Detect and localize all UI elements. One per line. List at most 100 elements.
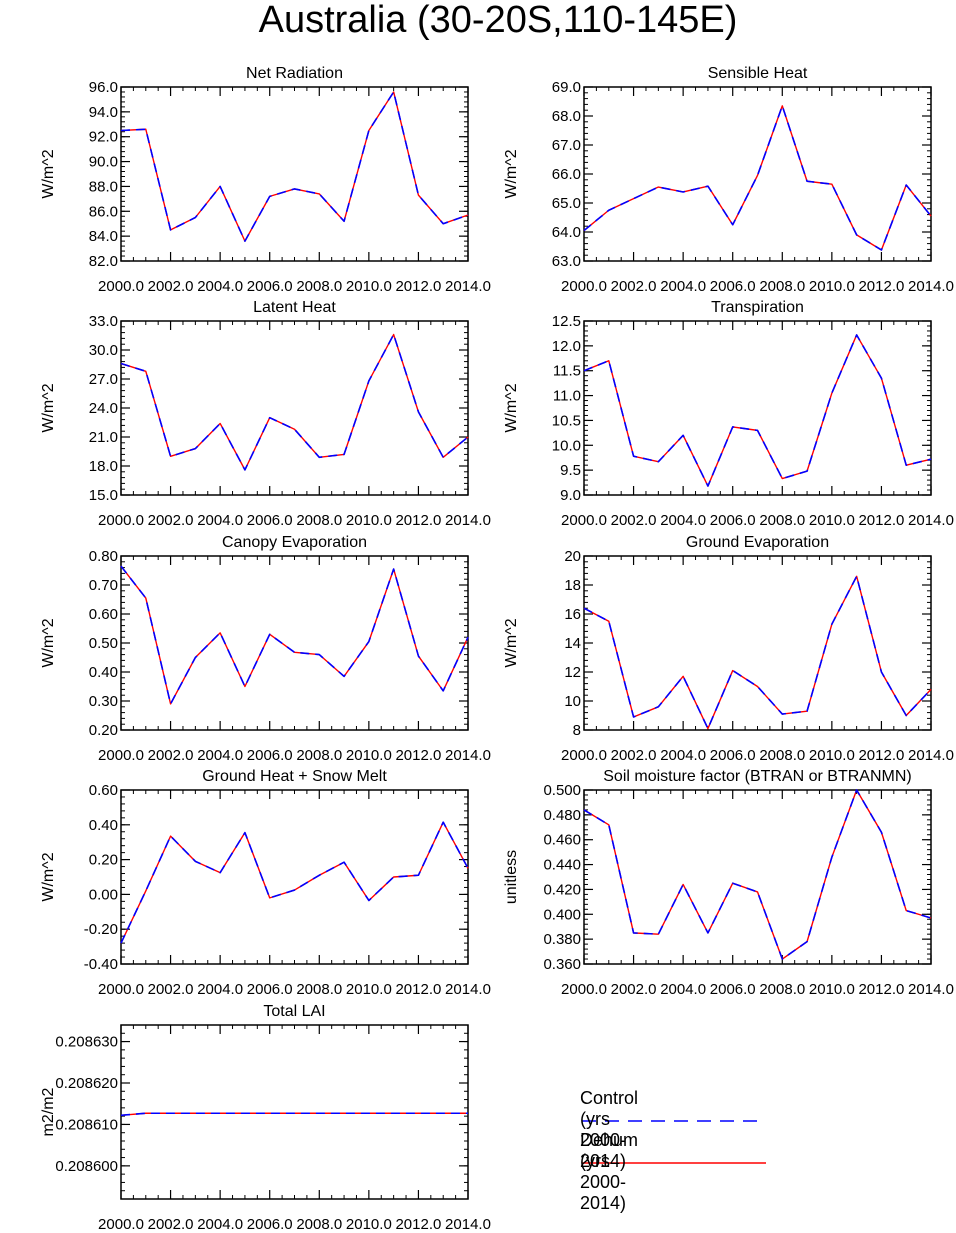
y-tick-label: 0.80	[89, 548, 118, 565]
chart-title: Soil moisture factor (BTRAN or BTRANMN)	[603, 768, 912, 785]
x-tick-label: 2012.0	[858, 747, 904, 764]
x-tick-label: 2008.0	[296, 981, 342, 998]
x-tick-label: 2008.0	[296, 1216, 342, 1233]
y-tick-label: 0.70	[89, 577, 118, 594]
chart-canopy-evaporation: Canopy Evaporation W/m^2 0.20 0.30 0.40 0.50 0…	[40, 534, 491, 764]
series-line-control	[583, 789, 932, 960]
plot-frame	[583, 789, 932, 965]
y-tick-label: 63.0	[552, 253, 581, 270]
x-tick-label: 2006.0	[247, 278, 293, 295]
x-tick-label: 2008.0	[296, 278, 342, 295]
x-tick-label: 2004.0	[660, 981, 706, 998]
y-tick-label: 0.40	[89, 664, 118, 681]
x-tick-label: 2014.0	[445, 512, 491, 529]
y-tick-label: 15.0	[89, 487, 118, 504]
x-tick-label: 2014.0	[445, 747, 491, 764]
x-tick-label: 2008.0	[759, 981, 805, 998]
x-tick-label: 2010.0	[809, 278, 855, 295]
x-tick-label: 2000.0	[561, 512, 607, 529]
chart-title: Latent Heat	[253, 299, 336, 316]
x-tick-label: 2008.0	[296, 512, 342, 529]
y-tick-label: 0.208600	[55, 1158, 118, 1175]
chart-title: Sensible Heat	[708, 65, 808, 82]
y-tick-label: 64.0	[552, 224, 581, 241]
x-tick-label: 2008.0	[759, 747, 805, 764]
x-tick-label: 2000.0	[98, 512, 144, 529]
y-tick-label: 0.20	[89, 852, 118, 869]
x-tick-label: 2014.0	[445, 981, 491, 998]
y-axis-label: W/m^2	[40, 852, 57, 901]
x-tick-label: 2002.0	[148, 278, 194, 295]
x-tick-label: 2004.0	[197, 747, 243, 764]
x-tick-label: 2006.0	[710, 512, 756, 529]
y-tick-label: 20	[564, 548, 581, 565]
chart-title: Total LAI	[263, 1003, 325, 1020]
y-tick-label: 69.0	[552, 79, 581, 96]
x-tick-label: 2006.0	[247, 1216, 293, 1233]
x-tick-label: 2012.0	[395, 512, 441, 529]
series-line-control	[583, 334, 932, 487]
y-tick-label: 0.208620	[55, 1075, 118, 1092]
x-tick-label: 2010.0	[809, 981, 855, 998]
y-tick-label: 24.0	[89, 400, 118, 417]
x-tick-label: 2002.0	[611, 278, 657, 295]
y-tick-label: 18.0	[89, 458, 118, 475]
x-tick-label: 2010.0	[346, 981, 392, 998]
y-tick-label: 0.00	[89, 886, 118, 903]
chart-title: Canopy Evaporation	[222, 534, 367, 551]
x-tick-label: 2002.0	[611, 512, 657, 529]
y-tick-label: 82.0	[89, 253, 118, 270]
x-tick-label: 2004.0	[197, 278, 243, 295]
y-tick-label: 12.5	[552, 313, 581, 330]
x-tick-label: 2004.0	[660, 747, 706, 764]
x-tick-label: 2014.0	[908, 747, 954, 764]
chart-title: Ground Heat + Snow Melt	[202, 768, 387, 785]
y-axis-label: W/m^2	[40, 618, 57, 667]
page-title: Australia (30-20S,110-145E)	[258, 0, 738, 41]
y-tick-label: 16	[564, 606, 581, 623]
y-tick-label: 65.0	[552, 195, 581, 212]
chart-title: Transpiration	[711, 299, 804, 316]
series-line-dehum	[583, 105, 932, 251]
x-tick-label: 2004.0	[197, 981, 243, 998]
x-tick-label: 2002.0	[611, 981, 657, 998]
chart-title: Net Radiation	[246, 65, 343, 82]
y-axis-label: W/m^2	[503, 149, 520, 198]
x-tick-label: 2012.0	[858, 981, 904, 998]
y-tick-label: 10.0	[552, 437, 581, 454]
y-tick-label: 0.50	[89, 635, 118, 652]
y-tick-label: 0.30	[89, 693, 118, 710]
x-tick-label: 2004.0	[197, 1216, 243, 1233]
x-tick-label: 2006.0	[710, 747, 756, 764]
chart-soil-moisture: Soil moisture factor (BTRAN or BTRANMN) u…	[503, 768, 954, 998]
y-tick-label: 88.0	[89, 178, 118, 195]
x-tick-label: 2006.0	[247, 512, 293, 529]
y-axis-label: W/m^2	[503, 383, 520, 432]
x-tick-label: 2002.0	[148, 512, 194, 529]
series-line-control	[583, 105, 932, 251]
x-tick-label: 2012.0	[395, 981, 441, 998]
legend-samples	[582, 1120, 766, 1164]
y-tick-label: 27.0	[89, 371, 118, 388]
y-axis-label: m2/m2	[40, 1087, 57, 1136]
x-tick-label: 2010.0	[346, 1216, 392, 1233]
y-axis-label: W/m^2	[40, 149, 57, 198]
x-tick-label: 2000.0	[98, 981, 144, 998]
x-tick-label: 2000.0	[98, 747, 144, 764]
y-tick-label: 0.420	[543, 881, 581, 898]
x-tick-label: 2014.0	[908, 981, 954, 998]
x-tick-label: 2012.0	[395, 1216, 441, 1233]
y-tick-label: 10.5	[552, 412, 581, 429]
x-tick-label: 2000.0	[561, 278, 607, 295]
plot-frame	[120, 86, 469, 262]
y-tick-label: 11.5	[553, 363, 581, 380]
legend-label-control: Control (yrs 2000-2014)	[580, 1088, 639, 1171]
y-tick-label: 0.60	[89, 606, 118, 623]
y-tick-label: 21.0	[89, 429, 118, 446]
x-tick-label: 2006.0	[247, 747, 293, 764]
series-line-control	[120, 565, 469, 705]
x-tick-label: 2000.0	[561, 981, 607, 998]
y-tick-label: 9.0	[560, 487, 581, 504]
y-tick-label: 0.360	[543, 956, 581, 973]
